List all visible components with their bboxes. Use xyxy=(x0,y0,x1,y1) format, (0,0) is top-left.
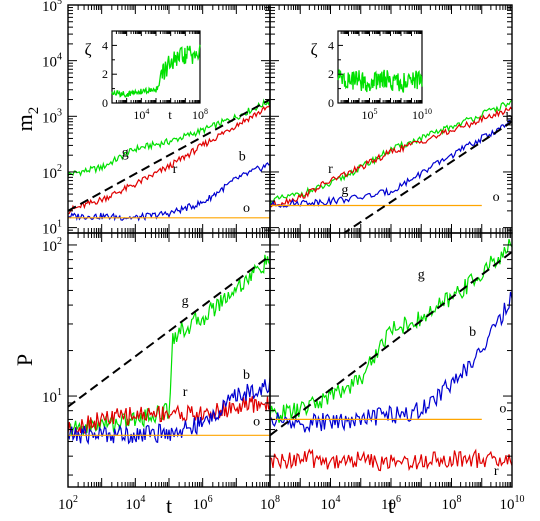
panel-P-left: 102 104 106 108 101 102 Pt g r b o xyxy=(12,232,280,518)
power-law-fit-line xyxy=(68,254,270,408)
plot-area xyxy=(270,238,512,472)
x-tick-label: 108 xyxy=(442,494,462,513)
series-r-line xyxy=(68,104,270,215)
panel-frame xyxy=(67,232,271,488)
inset-x-label: t xyxy=(168,107,172,122)
panel-m2-right: rg b o 0 2 4 105 1010 ζ xyxy=(269,4,513,234)
inset-x-tick-label: 1010 xyxy=(412,107,432,122)
inset-y-label: ζ xyxy=(310,40,317,59)
series-label-b: b xyxy=(469,325,476,340)
x-tick-label: 108 xyxy=(260,494,280,513)
y-tick-label: 102 xyxy=(42,163,62,182)
power-law-fit-line xyxy=(270,251,512,437)
inset: 0 2 4 105 1010 ζ xyxy=(310,30,432,122)
x-tick-label: 104 xyxy=(125,494,145,513)
series-label-b: b xyxy=(243,368,250,383)
inset-x-tick-label: 104 xyxy=(133,107,149,122)
series-label-b: b xyxy=(506,111,513,126)
series-label-r: r xyxy=(494,464,499,479)
panel-m2-left: 101 102 103 104 105 m2 g r b o 0 2 4 104 108 ζ t xyxy=(12,0,271,238)
x-tick-label: 106 xyxy=(193,494,213,513)
inset-y-tick-label: 4 xyxy=(102,38,108,52)
series-r-line xyxy=(270,106,512,208)
series-label-o: o xyxy=(253,414,260,429)
series-b-line xyxy=(270,291,512,433)
inset: 0 2 4 104 108 ζ t xyxy=(84,30,208,122)
inset-y-tick-label: 4 xyxy=(328,38,334,52)
series-g-line xyxy=(68,254,270,437)
series-b-line xyxy=(68,377,270,445)
y-tick-label: 102 xyxy=(42,236,62,255)
y-axis-label: m2 xyxy=(12,107,42,132)
series-label-o: o xyxy=(499,401,506,416)
y-tick-label: 105 xyxy=(42,0,62,15)
power-law-fit-line xyxy=(68,98,270,212)
x-tick-label: 104 xyxy=(321,494,341,513)
inset-zeta-line xyxy=(337,69,423,93)
x-tick-label: 1010 xyxy=(500,494,525,513)
panel-frame xyxy=(269,232,513,488)
inset-y-label: ζ xyxy=(84,40,91,59)
series-label-g: g xyxy=(182,294,189,309)
inset-frame xyxy=(337,30,423,104)
plot-area xyxy=(68,98,270,222)
x-axis-label: t xyxy=(166,493,172,518)
inset-x-tick-label: 105 xyxy=(362,107,378,122)
inset-y-tick-label: 0 xyxy=(328,96,334,110)
series-label-r: r xyxy=(183,385,188,400)
series-label-r: r xyxy=(328,162,333,177)
series-label-g: g xyxy=(418,267,425,282)
series-label-g: g xyxy=(122,145,129,160)
y-tick-label: 101 xyxy=(42,219,62,238)
x-tick-label: 106 xyxy=(381,494,401,513)
series-label-r: r xyxy=(173,162,178,177)
series-b-line xyxy=(270,119,512,208)
series-label-o: o xyxy=(493,190,500,205)
inset-y-tick-label: 2 xyxy=(102,67,108,81)
series-label-o: o xyxy=(243,201,250,216)
y-tick-label: 101 xyxy=(42,387,62,406)
inset-y-tick-label: 2 xyxy=(328,67,334,81)
series-g-line xyxy=(68,98,270,177)
series-g-line xyxy=(270,238,512,423)
inset-y-tick-label: 0 xyxy=(102,96,108,110)
inset-zeta-line xyxy=(111,44,201,98)
y-tick-label: 104 xyxy=(42,52,62,71)
series-label-b: b xyxy=(239,150,246,165)
inset-x-tick-label: 108 xyxy=(192,107,208,122)
series-b-line xyxy=(68,162,270,222)
plot-area xyxy=(270,99,512,233)
power-law-fit-line xyxy=(342,120,512,233)
series-g-line xyxy=(270,99,512,206)
plot-area xyxy=(68,254,270,445)
y-axis-label: P xyxy=(12,354,37,366)
x-tick-label: 102 xyxy=(58,494,78,513)
x-axis-label: t xyxy=(388,493,394,518)
series-r-line xyxy=(68,396,270,438)
y-tick-label: 103 xyxy=(42,107,62,126)
series-label-g: g xyxy=(341,183,348,198)
series-r-line xyxy=(270,448,512,472)
panel-P-right: 104 106 108 1010 t g b o r xyxy=(269,232,525,518)
